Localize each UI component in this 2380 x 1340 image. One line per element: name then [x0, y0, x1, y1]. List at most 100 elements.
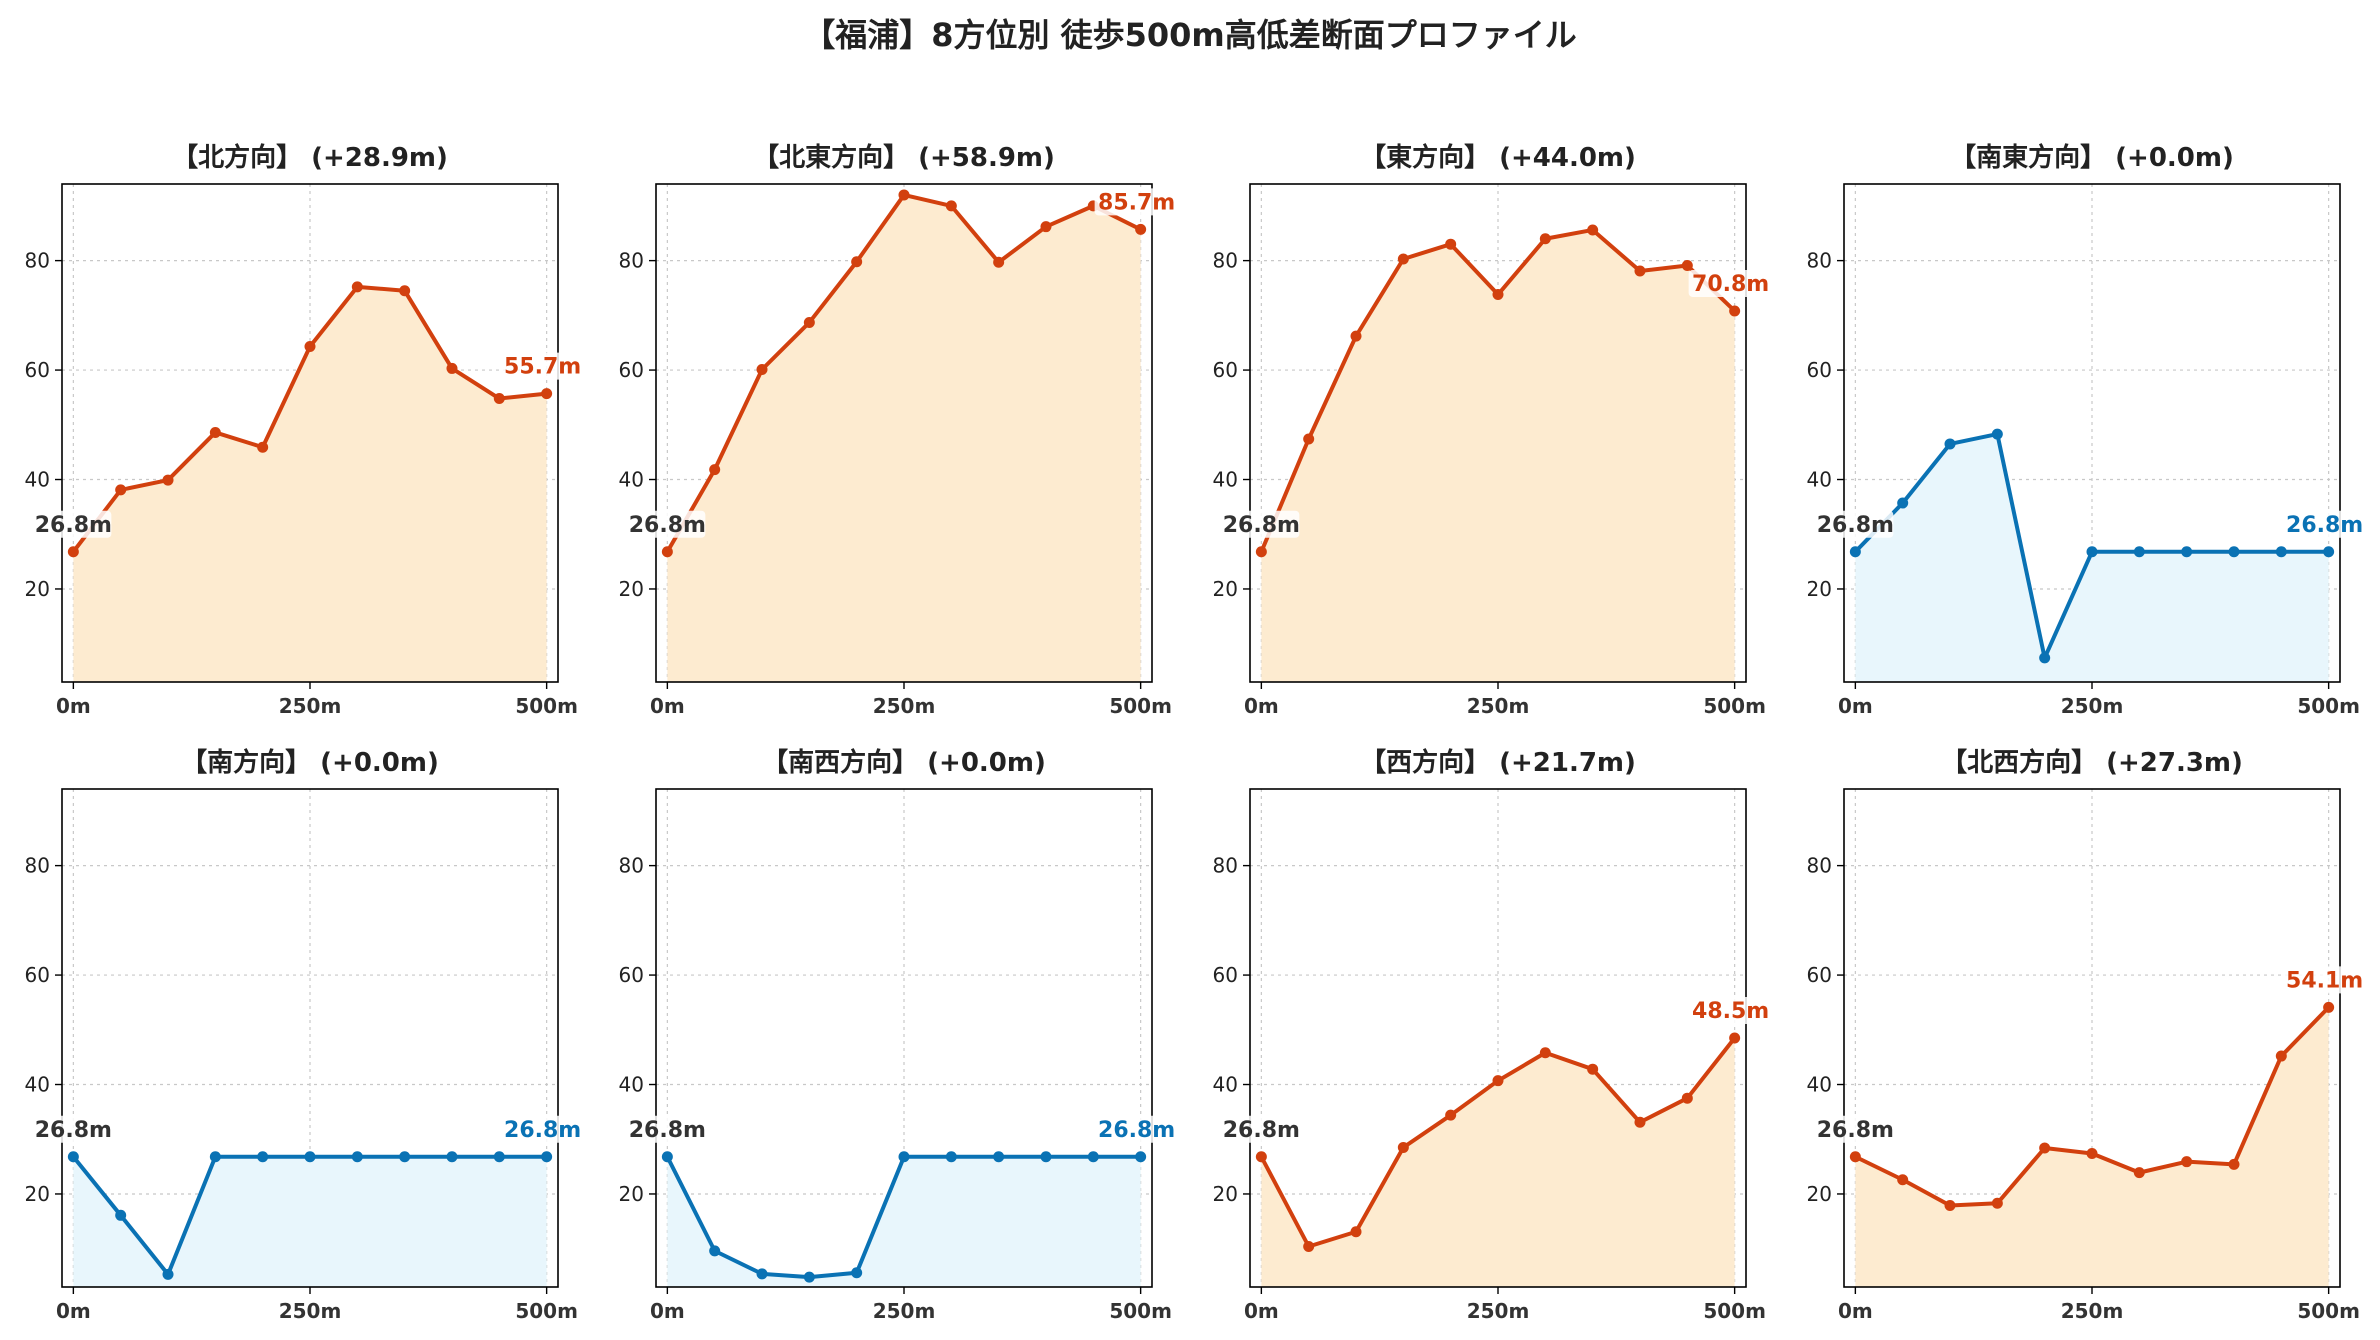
y-tick-label: 80 [25, 249, 50, 273]
subplot-title: 【北東方向】 (+58.9m) [753, 142, 1055, 173]
y-tick-label: 40 [619, 1073, 644, 1097]
data-point [1681, 1092, 1693, 1104]
data-point [67, 1151, 79, 1163]
x-tick-label: 500m [2297, 694, 2360, 718]
x-tick-label: 500m [515, 1299, 578, 1323]
data-point [2228, 546, 2240, 558]
end-label-box [1688, 269, 1769, 297]
start-label-box [35, 1115, 112, 1143]
y-tick-label: 40 [1807, 468, 1832, 492]
subplot-title: 【南西方向】 (+0.0m) [762, 747, 1046, 778]
data-point [1944, 1199, 1956, 1211]
data-point [2133, 546, 2145, 558]
profile-area [1855, 1007, 2329, 1287]
x-tick-label: 250m [873, 1299, 936, 1323]
data-point [2133, 1167, 2145, 1179]
data-point [1303, 1241, 1315, 1253]
data-point [1729, 1032, 1741, 1044]
y-tick-label: 60 [619, 963, 644, 987]
subplot-2: 【北東方向】 (+58.9m) 0m 250m 500m 20 40 60 80 26.8m 85… [619, 142, 1176, 718]
data-point [1587, 224, 1599, 236]
data-point [1350, 330, 1362, 342]
y-tick-label: 40 [619, 468, 644, 492]
x-tick-label: 0m [1838, 694, 1873, 718]
end-elevation-label: 55.7m [504, 355, 581, 380]
profile-area [73, 1156, 547, 1287]
data-point [2275, 1050, 2287, 1062]
data-point [945, 200, 957, 212]
data-point [446, 1151, 458, 1163]
data-point [851, 256, 863, 268]
data-point [2228, 1158, 2240, 1170]
data-point [1634, 1116, 1646, 1128]
data-point [898, 189, 910, 201]
start-label-box [35, 510, 112, 538]
start-elevation-label: 26.8m [1817, 513, 1894, 538]
subplot-title: 【南方向】 (+0.0m) [181, 747, 439, 778]
x-tick-label: 0m [650, 694, 685, 718]
y-tick-label: 60 [1807, 963, 1832, 987]
subplot-title: 【北方向】 (+28.9m) [172, 142, 448, 173]
data-point [756, 364, 768, 376]
end-elevation-label: 26.8m [1098, 1118, 1175, 1143]
y-tick-label: 40 [1213, 468, 1238, 492]
start-label-box [1817, 1115, 1894, 1143]
y-tick-label: 40 [25, 1073, 50, 1097]
x-tick-label: 250m [873, 694, 936, 718]
start-elevation-label: 26.8m [1817, 1118, 1894, 1143]
x-tick-label: 250m [279, 1299, 342, 1323]
y-tick-label: 20 [1213, 577, 1238, 601]
profile-area [73, 286, 547, 682]
end-label-box [2282, 966, 2363, 994]
x-tick-label: 500m [2297, 1299, 2360, 1323]
x-tick-label: 500m [515, 694, 578, 718]
subplot-5: 【南方向】 (+0.0m) 0m 250m 500m 20 40 60 80 26.8m 26.8… [25, 747, 582, 1323]
data-point [2275, 546, 2287, 558]
data-point [1587, 1063, 1599, 1075]
data-point [2181, 546, 2193, 558]
start-label-box [1223, 510, 1300, 538]
end-elevation-label: 26.8m [2286, 513, 2363, 538]
data-point [1681, 260, 1693, 272]
y-tick-label: 60 [25, 358, 50, 382]
data-point [993, 256, 1005, 268]
data-point [2086, 546, 2098, 558]
data-point [1040, 221, 1052, 233]
x-tick-label: 500m [1703, 694, 1766, 718]
data-point [1397, 253, 1409, 265]
y-tick-label: 40 [1807, 1073, 1832, 1097]
y-tick-label: 20 [25, 1182, 50, 1206]
data-point [1539, 233, 1551, 245]
y-tick-label: 60 [1213, 358, 1238, 382]
x-tick-label: 250m [1467, 1299, 1530, 1323]
start-label-box [629, 1115, 706, 1143]
y-tick-label: 20 [1807, 1182, 1832, 1206]
data-point [2039, 652, 2051, 664]
data-point [257, 1151, 269, 1163]
end-label-box [1094, 1115, 1175, 1143]
data-point [709, 1245, 721, 1257]
end-elevation-label: 48.5m [1692, 999, 1769, 1024]
y-tick-label: 60 [619, 358, 644, 382]
end-elevation-label: 26.8m [504, 1118, 581, 1143]
data-point [1135, 223, 1147, 235]
y-tick-label: 20 [1213, 1182, 1238, 1206]
subplot-title: 【北西方向】 (+27.3m) [1941, 747, 2243, 778]
y-tick-label: 20 [619, 577, 644, 601]
y-tick-label: 80 [1213, 854, 1238, 878]
end-elevation-label: 54.1m [2286, 968, 2363, 993]
x-tick-label: 500m [1703, 1299, 1766, 1323]
data-point [709, 464, 721, 476]
data-point [1492, 289, 1504, 301]
data-point [1944, 438, 1956, 450]
data-point [1255, 546, 1267, 558]
subplot-8: 【北西方向】 (+27.3m) 0m 250m 500m 20 40 60 80 26.8m 54… [1807, 747, 2364, 1323]
subplot-6: 【南西方向】 (+0.0m) 0m 250m 500m 20 40 60 80 26.8m 26.… [619, 747, 1176, 1323]
end-label-box [2282, 510, 2363, 538]
data-point [304, 341, 316, 353]
data-point [945, 1151, 957, 1163]
start-label-box [629, 510, 706, 538]
subplot-title: 【西方向】 (+21.7m) [1360, 747, 1636, 778]
x-tick-label: 250m [2061, 1299, 2124, 1323]
data-point [351, 1151, 363, 1163]
